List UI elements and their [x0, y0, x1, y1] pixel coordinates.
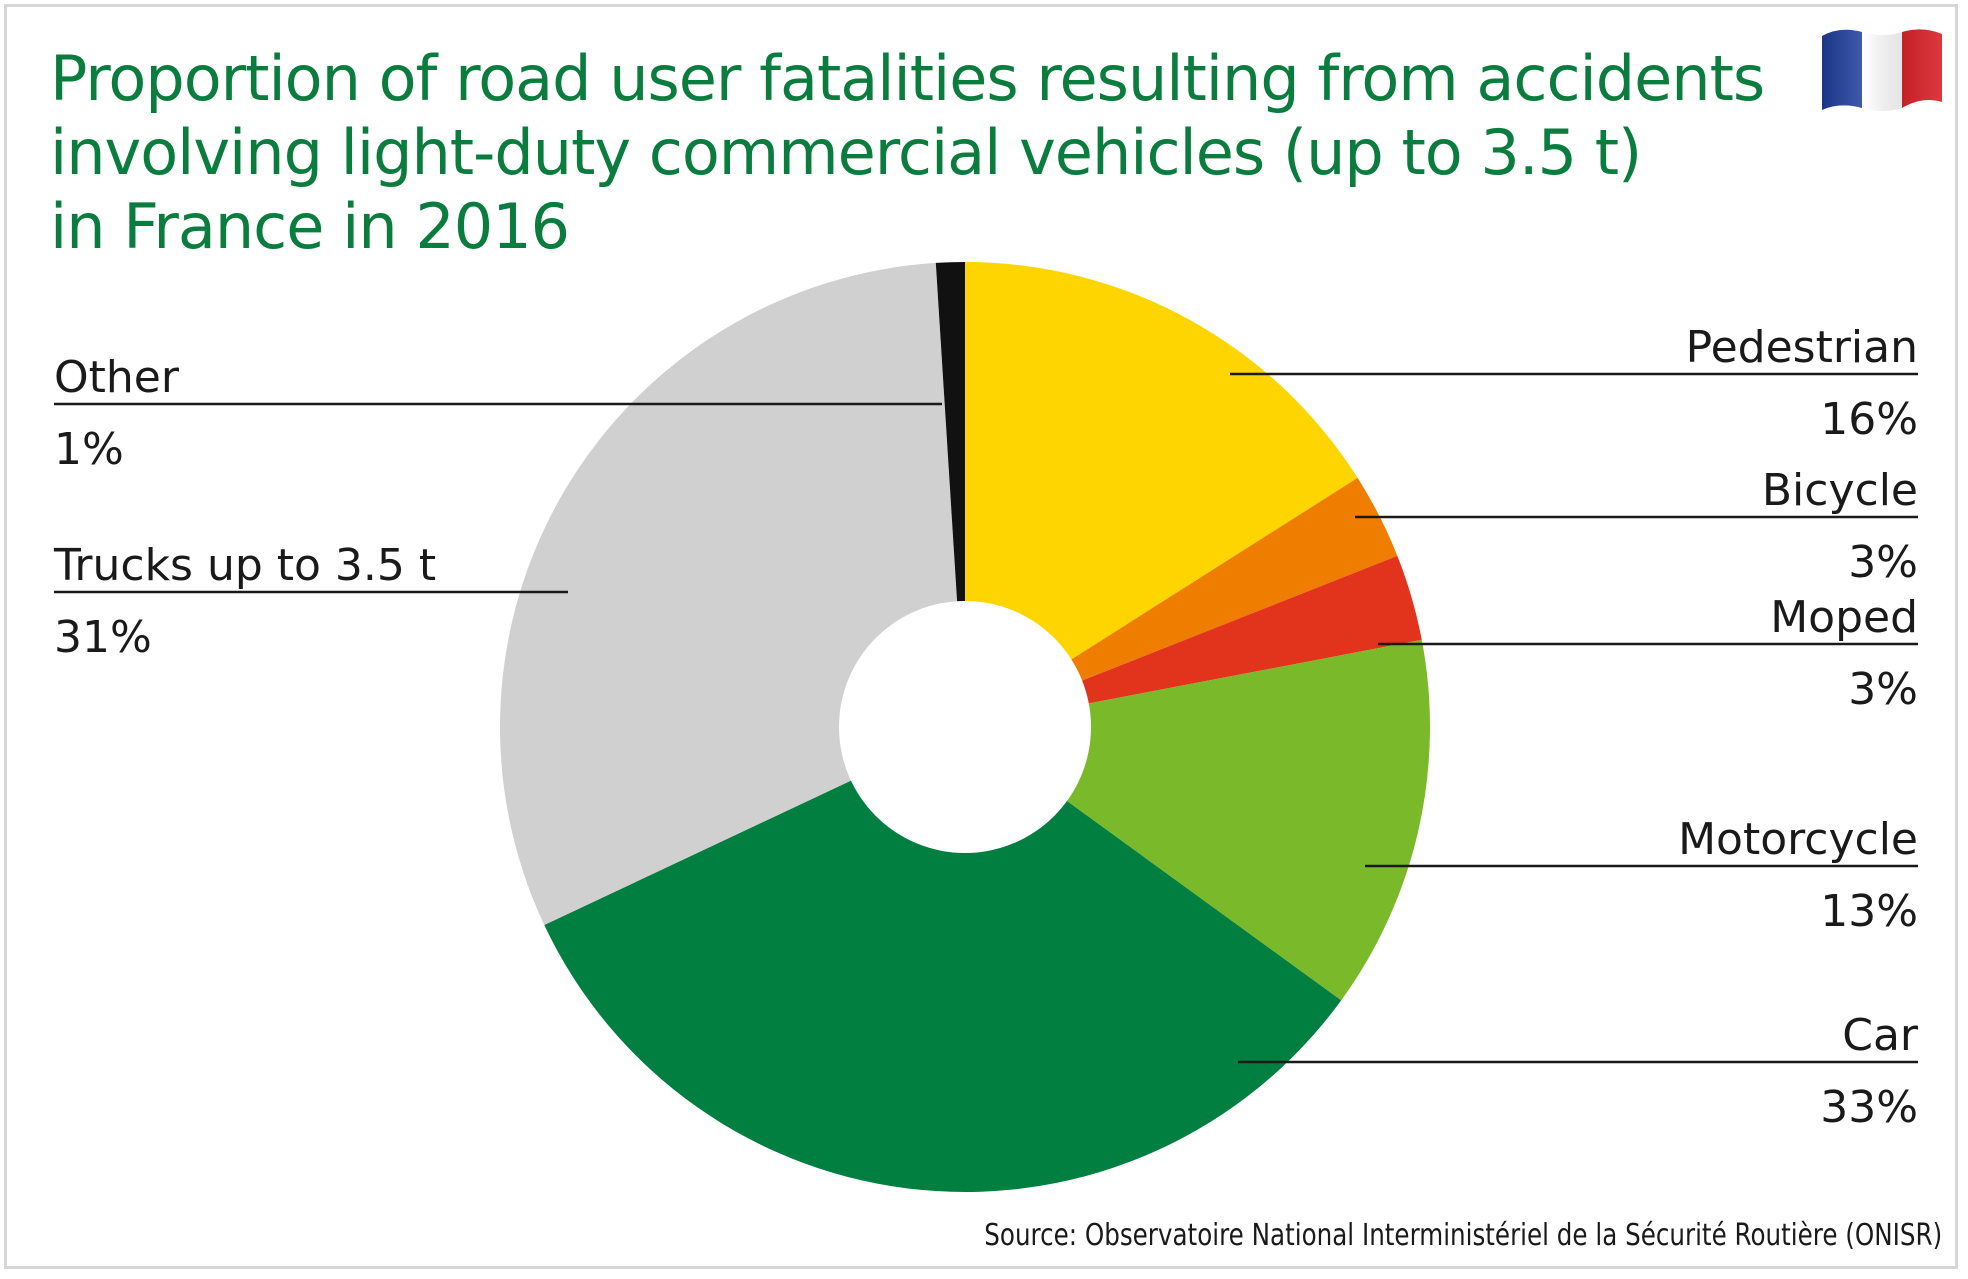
- chart-title: Proportion of road user fatalities resul…: [50, 42, 1770, 264]
- slice-value-trucks-up-to-3-5-t: 31%: [54, 612, 152, 663]
- slice-label-car: Car: [1842, 1010, 1919, 1061]
- france-flag-icon: [1822, 29, 1942, 111]
- slice-labels: Pedestrian16%Bicycle3%Moped3%Motorcycle1…: [53, 322, 1919, 1133]
- slice-label-moped: Moped: [1770, 592, 1918, 643]
- slice-value-moped: 3%: [1848, 664, 1918, 715]
- slice-label-motorcycle: Motorcycle: [1678, 814, 1918, 865]
- chart-title-line-2: involving light-duty commercial vehicles…: [50, 116, 1642, 189]
- slice-value-car: 33%: [1820, 1082, 1918, 1133]
- slice-pedestrian: [965, 262, 1358, 727]
- slice-label-other: Other: [54, 352, 180, 403]
- donut-slices: [500, 262, 1430, 1192]
- slice-value-bicycle: 3%: [1848, 537, 1918, 588]
- slice-value-other: 1%: [54, 424, 124, 475]
- slice-value-pedestrian: 16%: [1820, 394, 1918, 445]
- chart-title-line-1: Proportion of road user fatalities resul…: [50, 42, 1765, 115]
- slice-label-bicycle: Bicycle: [1762, 465, 1918, 516]
- slice-value-motorcycle: 13%: [1820, 886, 1918, 937]
- slice-label-pedestrian: Pedestrian: [1686, 322, 1918, 373]
- slice-label-trucks-up-to-3-5-t: Trucks up to 3.5 t: [53, 540, 436, 591]
- slice-car: [544, 727, 1342, 1192]
- source-note: Source: Observatoire National Interminis…: [984, 1218, 1942, 1253]
- chart-title-line-3: in France in 2016: [50, 190, 570, 263]
- donut-hole: [839, 601, 1091, 853]
